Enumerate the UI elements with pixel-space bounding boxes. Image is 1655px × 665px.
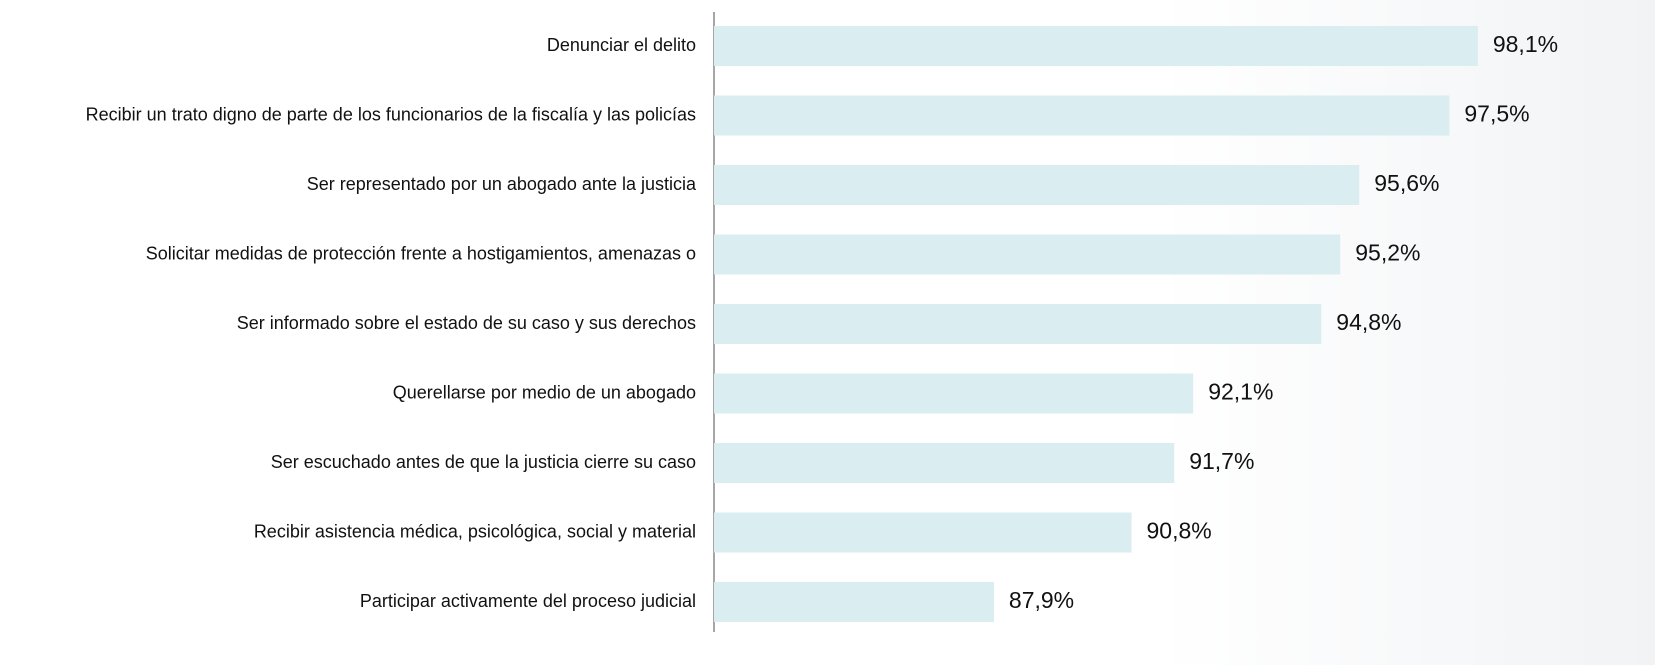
category-label: Ser informado sobre el estado de su caso… [237,313,696,333]
bar [714,234,1341,275]
value-label: 90,8% [1147,518,1212,544]
bar [714,512,1132,553]
value-label: 91,7% [1189,448,1254,474]
value-label: 94,8% [1336,309,1401,335]
bar [714,582,994,622]
bar [714,26,1478,66]
value-label: 97,5% [1464,101,1529,127]
bar [714,95,1450,136]
category-label: Solicitar medidas de protección frente a… [146,243,696,263]
value-label: 95,6% [1374,170,1439,196]
bar [714,373,1194,414]
category-label: Recibir un trato digno de parte de los f… [86,104,696,124]
category-label: Participar activamente del proceso judic… [360,591,696,611]
value-label: 95,2% [1355,240,1420,266]
bar [714,443,1175,483]
category-label: Ser representado por un abogado ante la … [307,174,697,194]
category-label: Denunciar el delito [547,35,696,55]
bar [714,304,1322,344]
category-label: Recibir asistencia médica, psicológica, … [254,521,696,541]
value-label: 92,1% [1208,379,1273,405]
category-label: Ser escuchado antes de que la justicia c… [271,452,696,472]
bar [714,165,1360,205]
category-label: Querellarse por medio de un abogado [393,382,696,402]
value-label: 87,9% [1009,587,1074,613]
value-label: 98,1% [1493,31,1558,57]
